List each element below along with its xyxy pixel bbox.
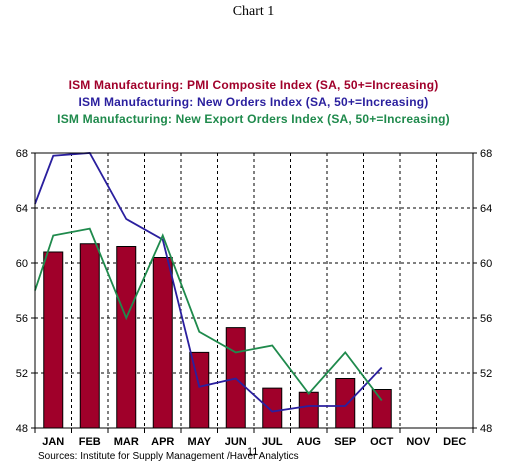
y-tick-label-right: 68	[480, 148, 492, 160]
x-tick-label: JUN	[225, 436, 247, 448]
plot-frame	[34, 152, 474, 429]
x-tick-label: SEP	[334, 436, 356, 448]
y-tick-label-right: 48	[480, 423, 492, 435]
x-tick-label: DEC	[443, 436, 466, 448]
x-tick-label: OCT	[370, 436, 394, 448]
y-tick-label-left: 60	[16, 258, 28, 270]
y-tick-label-left: 52	[16, 368, 28, 380]
legend-pmi: ISM Manufacturing: PMI Composite Index (…	[68, 78, 439, 92]
year-label: 11	[247, 446, 259, 458]
bar-pmi	[298, 391, 319, 429]
y-tick-label-right: 64	[480, 203, 492, 215]
line-new-orders	[34, 152, 383, 413]
y-tick-label-right: 60	[480, 258, 492, 270]
x-tick-label: JUL	[262, 436, 283, 448]
bar-pmi	[262, 387, 283, 429]
legend-new-orders: ISM Manufacturing: New Orders Index (SA,…	[78, 95, 429, 109]
y-tick-label-left: 48	[16, 423, 28, 435]
bar-pmi	[371, 389, 392, 429]
x-tick-label: MAY	[188, 436, 212, 448]
y-tick-label-right: 56	[480, 313, 492, 325]
bar-pmi	[189, 351, 210, 429]
bar-pmi	[152, 257, 173, 429]
x-tick-label: FEB	[79, 436, 101, 448]
bar-pmi	[116, 246, 137, 429]
legend-export-orders: ISM Manufacturing: New Export Orders Ind…	[57, 112, 450, 126]
bar-pmi	[43, 251, 64, 429]
y-tick-label-left: 64	[16, 203, 28, 215]
x-tick-label: MAR	[114, 436, 139, 448]
y-tick-label-left: 56	[16, 313, 28, 325]
y-tick-label-right: 52	[480, 368, 492, 380]
x-tick-label: NOV	[406, 436, 431, 448]
line-export-orders	[34, 227, 383, 402]
x-tick-label: APR	[151, 436, 174, 448]
x-tick-label: JAN	[42, 436, 64, 448]
source-note: Sources: Institute for Supply Management…	[38, 451, 299, 462]
chart-title: Chart 1	[232, 4, 275, 19]
bar-pmi	[79, 243, 100, 429]
y-tick-label-left: 68	[16, 148, 28, 160]
x-tick-label: AUG	[297, 436, 321, 448]
bar-pmi	[335, 378, 356, 429]
